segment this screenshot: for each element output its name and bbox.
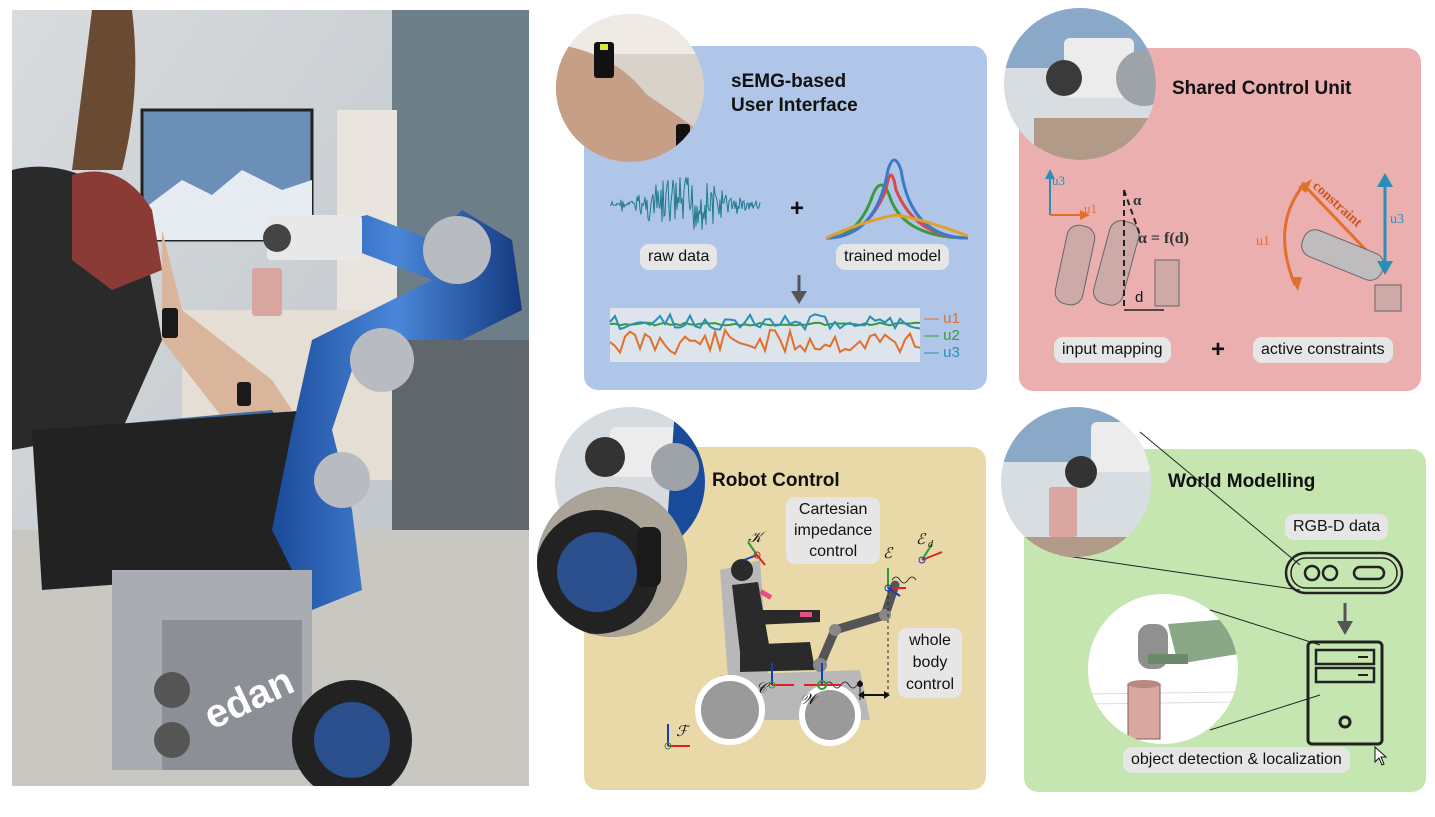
svg-text:α = f(d): α = f(d) [1138,230,1189,247]
simulation-inset [1088,594,1238,744]
wheel-inset [537,487,687,637]
svg-text:ℰ: ℰ [916,532,927,548]
svg-text:u3: u3 [1390,212,1404,227]
robot-control-title: Robot Control [712,470,840,491]
legend-u2: — u2 [924,327,960,344]
svg-text:ℱ: ℱ [676,724,691,740]
rgbd-camera-icon [1284,551,1404,595]
cartesian-impedance-label: Cartesian impedance control [786,497,881,564]
legend-u3: — u3 [924,344,960,361]
shared-control-title: Shared Control Unit [1172,78,1352,99]
world-down-arrow [1337,603,1353,635]
computer-tower-icon [1306,640,1384,746]
svg-text:α: α [1133,193,1142,209]
svg-text:ℰ: ℰ [883,546,894,562]
shared-plus: + [1211,336,1226,363]
raw-data-waveform [609,177,761,230]
svg-text:d: d [1135,289,1143,306]
whole-body-label: whole body control [898,628,963,698]
active-constraints-label: active constraints [1253,337,1393,363]
svg-text:u1: u1 [1256,234,1270,249]
semg-plus: + [790,195,805,222]
scene-photo: edan [12,10,529,786]
gripper-inset [1004,8,1156,160]
svg-text:u1: u1 [1084,201,1097,216]
world-modelling-title: World Modelling [1168,471,1316,492]
scene-illustration: edan [12,10,529,786]
control-signals-plot [609,308,921,362]
input-mapping-label: input mapping [1054,337,1171,363]
object-detection-label: object detection & localization [1123,747,1350,773]
svg-text:𝒦: 𝒦 [748,530,767,546]
wheelchair-robot-diagram: 𝒦 ℰ ℰ d 𝒞 𝒲 ℱ [664,530,943,750]
camera-inset [1001,407,1151,557]
legend-u1: — u1 [924,310,960,327]
raw-data-label: raw data [640,244,718,270]
arm-sensor-inset [556,14,704,162]
trained-model-label: trained model [836,244,949,270]
svg-text:𝒲: 𝒲 [800,692,819,708]
svg-text:constraint: constraint [1309,179,1364,231]
rgbd-data-label: RGB-D data [1285,514,1389,540]
svg-text:u3: u3 [1052,173,1065,188]
svg-text:d: d [928,539,934,550]
mouse-cursor-icon [1374,745,1388,766]
trained-model-distributions [825,158,969,240]
semg-down-arrow [791,275,807,304]
semg-title: sEMG-based User Interface [731,71,858,116]
input-mapping-diagram: u3 u1 d α α = f(d) u1 constraint u3 [1045,169,1404,312]
